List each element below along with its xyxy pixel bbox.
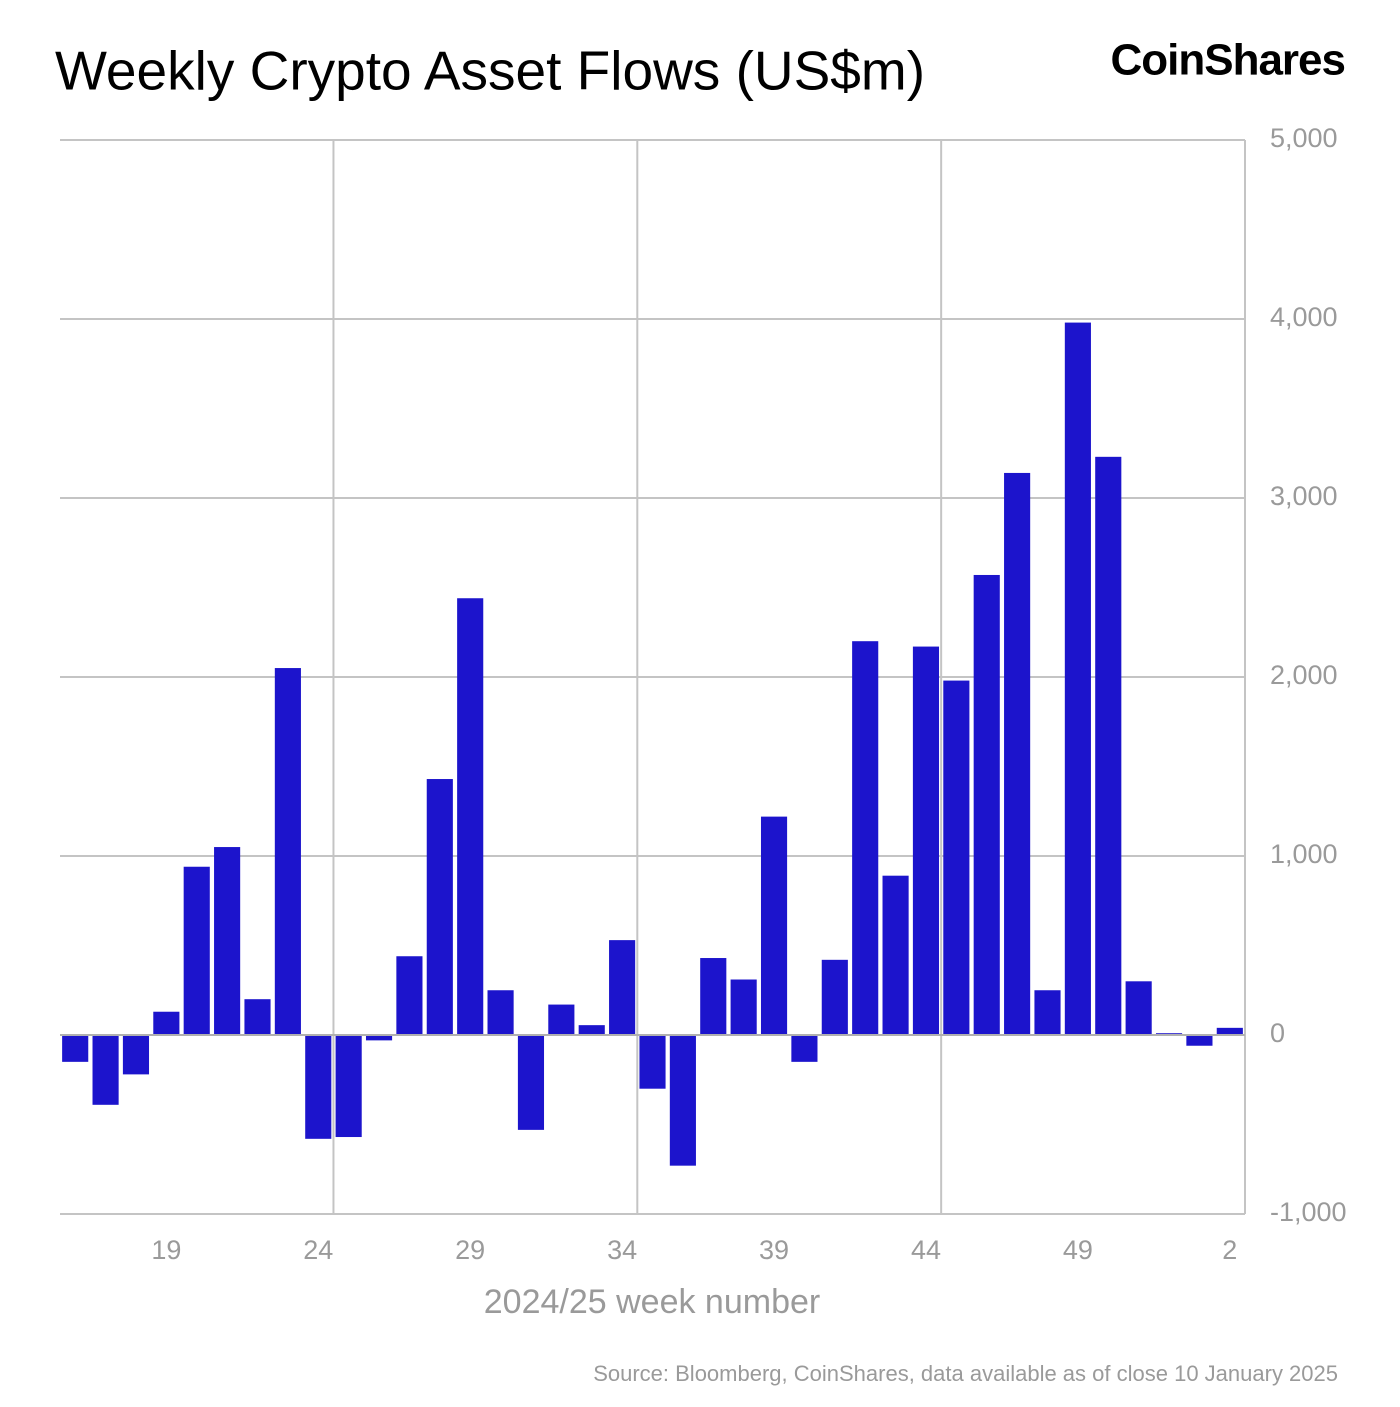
bar	[274, 668, 301, 1035]
x-tick-label: 49	[1063, 1235, 1093, 1265]
bar	[244, 999, 271, 1035]
bar	[760, 816, 788, 1035]
bar	[548, 1004, 575, 1035]
bar	[396, 956, 423, 1035]
bar	[943, 680, 970, 1035]
y-tick-label: -1,000	[1270, 1197, 1347, 1227]
bar	[578, 1025, 605, 1035]
bar	[122, 1035, 150, 1075]
bar	[852, 641, 879, 1035]
x-tick-label: 24	[303, 1235, 333, 1265]
y-tick-label: 4,000	[1270, 302, 1338, 332]
bar	[62, 1035, 89, 1062]
chart-title: Weekly Crypto Asset Flows (US$m)	[55, 40, 925, 102]
bar	[365, 1035, 393, 1041]
bar	[700, 958, 727, 1035]
bar	[973, 574, 1000, 1035]
logo: CoinShares	[1110, 36, 1345, 85]
y-tick-label: 0	[1270, 1018, 1285, 1048]
bar	[426, 779, 453, 1035]
bar	[305, 1035, 332, 1139]
bar	[1216, 1027, 1243, 1035]
bar	[335, 1035, 362, 1138]
bar	[1125, 981, 1152, 1035]
x-tick-label: 29	[455, 1235, 485, 1265]
bar	[639, 1035, 666, 1089]
bar	[153, 1011, 180, 1035]
bar	[1064, 322, 1091, 1036]
bar	[517, 1035, 545, 1130]
bar	[912, 646, 940, 1035]
x-tick-label: 34	[607, 1235, 637, 1265]
x-tick-label: 2	[1222, 1235, 1237, 1265]
y-tick-label: 2,000	[1270, 660, 1338, 690]
bar	[1186, 1035, 1213, 1046]
bar	[487, 990, 514, 1035]
bar	[1034, 990, 1061, 1035]
y-tick-label: 1,000	[1270, 839, 1338, 869]
bar	[183, 866, 210, 1035]
bar	[457, 598, 484, 1035]
bar	[609, 940, 636, 1035]
bar	[730, 979, 757, 1035]
x-axis-label: 2024/25 week number	[484, 1283, 820, 1321]
x-tick-label: 19	[151, 1235, 181, 1265]
bar	[1004, 472, 1031, 1035]
bar	[669, 1035, 696, 1166]
x-tick-label: 39	[759, 1235, 789, 1265]
bar	[92, 1035, 119, 1105]
bar	[214, 847, 241, 1035]
bar	[791, 1035, 818, 1062]
y-tick-label: 3,000	[1270, 481, 1338, 511]
bar	[821, 959, 848, 1035]
x-tick-label: 44	[911, 1235, 941, 1265]
source-note: Source: Bloomberg, CoinShares, data avai…	[593, 1361, 1338, 1386]
y-tick-label: 5,000	[1270, 123, 1338, 153]
bar	[1095, 456, 1122, 1036]
bar	[882, 875, 909, 1035]
